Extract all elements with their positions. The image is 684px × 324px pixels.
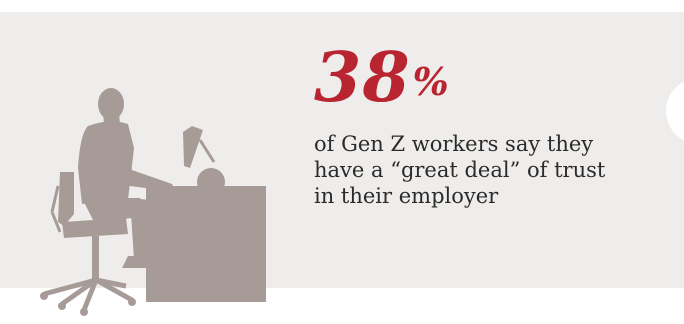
decorative-circle — [666, 78, 684, 144]
stat-value: 38% — [314, 38, 449, 118]
stat-caption: of Gen Z workers say they have a “great … — [314, 132, 606, 208]
stat-unit: % — [412, 59, 449, 104]
stat-number: 38 — [314, 38, 411, 118]
